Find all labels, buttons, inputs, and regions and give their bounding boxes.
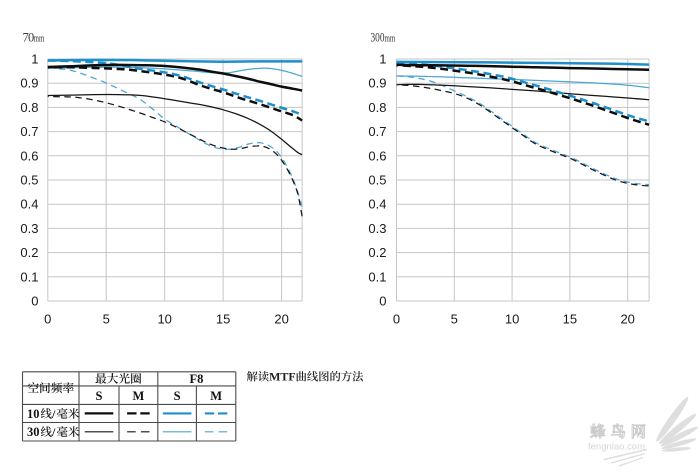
svg-text:10: 10 bbox=[157, 312, 171, 327]
svg-text:0.3: 0.3 bbox=[20, 221, 38, 236]
svg-text:1: 1 bbox=[379, 52, 386, 67]
svg-text:20: 20 bbox=[274, 312, 288, 327]
svg-text:S: S bbox=[174, 389, 181, 403]
svg-text:0.4: 0.4 bbox=[368, 197, 386, 212]
svg-text:0: 0 bbox=[31, 294, 38, 309]
svg-text:0.9: 0.9 bbox=[20, 76, 38, 91]
svg-text:0.8: 0.8 bbox=[20, 100, 38, 115]
svg-text:MTF: MTF bbox=[269, 370, 296, 384]
svg-text:0.2: 0.2 bbox=[368, 245, 386, 260]
svg-text:5: 5 bbox=[451, 312, 458, 327]
svg-text:fengniao.com: fengniao.com bbox=[588, 442, 645, 453]
svg-text:F8: F8 bbox=[189, 372, 203, 386]
svg-text:/: / bbox=[51, 425, 56, 439]
svg-text:0.9: 0.9 bbox=[368, 76, 386, 91]
svg-text:5: 5 bbox=[103, 312, 110, 327]
svg-text:0.8: 0.8 bbox=[368, 100, 386, 115]
svg-text:0.4: 0.4 bbox=[20, 197, 38, 212]
svg-text:0.1: 0.1 bbox=[368, 269, 386, 284]
svg-text:0.3: 0.3 bbox=[368, 221, 386, 236]
svg-text:M: M bbox=[210, 389, 222, 403]
svg-text:30: 30 bbox=[27, 425, 40, 439]
svg-text:0.7: 0.7 bbox=[368, 124, 386, 139]
svg-text:20: 20 bbox=[620, 312, 634, 327]
svg-text:300mm: 300mm bbox=[371, 30, 396, 44]
svg-text:S: S bbox=[96, 389, 103, 403]
svg-text:0.6: 0.6 bbox=[20, 148, 38, 163]
svg-text:0.6: 0.6 bbox=[368, 148, 386, 163]
svg-text:0: 0 bbox=[44, 312, 51, 327]
svg-text:10: 10 bbox=[27, 407, 40, 421]
svg-text:0.2: 0.2 bbox=[20, 245, 38, 260]
svg-text:0.5: 0.5 bbox=[20, 173, 38, 188]
svg-text:0.5: 0.5 bbox=[368, 173, 386, 188]
svg-text:15: 15 bbox=[563, 312, 577, 327]
svg-text:10: 10 bbox=[505, 312, 519, 327]
svg-text:15: 15 bbox=[216, 312, 230, 327]
svg-text:/: / bbox=[51, 407, 56, 421]
svg-text:0.1: 0.1 bbox=[20, 269, 38, 284]
svg-text:0: 0 bbox=[393, 312, 400, 327]
svg-text:M: M bbox=[132, 389, 144, 403]
svg-text:1: 1 bbox=[31, 52, 38, 67]
svg-text:70mm: 70mm bbox=[23, 30, 45, 44]
svg-text:0.7: 0.7 bbox=[20, 124, 38, 139]
svg-text:0: 0 bbox=[379, 294, 386, 309]
